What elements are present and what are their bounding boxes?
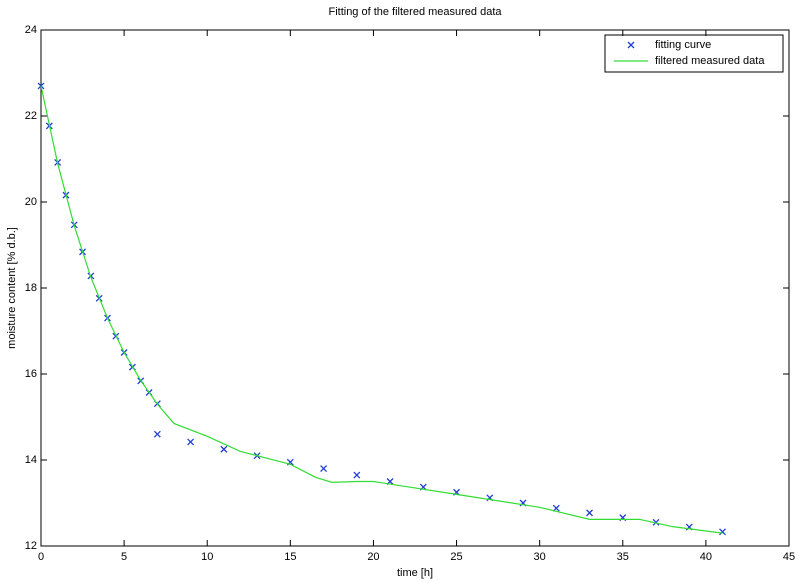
x-tick-label: 10 (201, 551, 213, 563)
x-tick-label: 25 (450, 551, 462, 563)
marker (652, 518, 660, 526)
x-tick-label: 35 (617, 551, 629, 563)
y-tick-label: 12 (25, 540, 37, 552)
legend-marker (627, 41, 635, 49)
legend: fitting curve filtered measured data (604, 34, 784, 73)
data-line (40, 85, 723, 534)
y-tick-label: 14 (25, 454, 37, 466)
x-tick-label: 40 (700, 551, 712, 563)
y-tick-label: 16 (25, 368, 37, 380)
chart-title: Fitting of the filtered measured data (328, 6, 502, 18)
marker (353, 471, 361, 479)
legend-box (604, 34, 784, 73)
x-tick-label: 30 (534, 551, 546, 563)
legend-label: filtered measured data (655, 55, 765, 67)
x-tick-label: 5 (121, 551, 127, 563)
y-tick-label: 18 (25, 282, 37, 294)
marker (552, 504, 560, 512)
x-tick-label: 0 (38, 551, 44, 563)
marker (187, 438, 195, 446)
marker (719, 528, 726, 536)
x-axis-label: time [h] (397, 567, 433, 579)
legend-label: fitting curve (655, 39, 711, 51)
marker (320, 465, 328, 473)
y-axis-label: moisture content [% d.b.] (6, 227, 18, 349)
marker (220, 445, 228, 453)
y-tick-label: 24 (25, 24, 37, 36)
x-tick-label: 20 (367, 551, 379, 563)
y-tick-label: 22 (25, 110, 37, 122)
y-tick-label: 20 (25, 196, 37, 208)
marker (586, 509, 593, 517)
x-tick-label: 45 (783, 551, 795, 563)
marker (153, 430, 161, 438)
x-tick-label: 15 (284, 551, 296, 563)
